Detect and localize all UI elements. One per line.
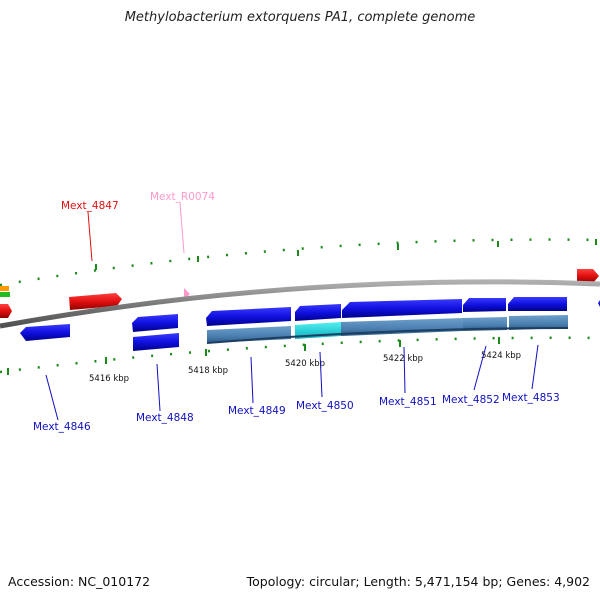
map-title: Methylobacterium extorquens PA1, complet… (124, 10, 476, 25)
gene-label-mext-4847[interactable]: Mext_4847 (61, 200, 119, 212)
kbp-label: 5422 kbp (383, 354, 423, 364)
gene-label-mext-4853[interactable]: Mext_4853 (502, 392, 560, 404)
gene-label-mext-r0074[interactable]: Mext_R0074 (150, 191, 215, 203)
gene-label-mext-4852[interactable]: Mext_4852 (442, 394, 500, 406)
inner-tick-track (0, 336, 600, 375)
gene-label-mext-4848[interactable]: Mext_4848 (136, 412, 194, 424)
gene-arrow-mext-4853[interactable] (508, 297, 567, 311)
gene-label-mext-4850[interactable]: Mext_4850 (296, 400, 354, 412)
cds-track (206, 315, 569, 344)
backbone-arc (0, 279, 600, 329)
bottom-strand-genes (20, 297, 600, 351)
accession-text: Accession: NC_010172 (8, 574, 151, 589)
outer-tick-track (0, 238, 600, 287)
genome-summary-text: Topology: circular; Length: 5,471,154 bp… (246, 574, 590, 589)
gene-arrow-mext-4848-b[interactable] (133, 333, 179, 351)
gene-arrow-mext-4846[interactable] (20, 324, 70, 341)
gene-arrow-mext-4852[interactable] (463, 298, 506, 312)
gene-arrow-right-edge[interactable] (577, 269, 599, 283)
gene-arrow-mext-4848-a[interactable] (132, 314, 178, 332)
gene-arrow-mext-4849[interactable] (206, 307, 291, 326)
label-group-top: Mext_4847 Mext_R0074 (61, 191, 215, 262)
gene-label-mext-4849[interactable]: Mext_4849 (228, 405, 286, 417)
kbp-label: 5424 kbp (481, 351, 521, 361)
gene-arrow-mext-4847[interactable] (69, 293, 122, 310)
gene-label-mext-4846[interactable]: Mext_4846 (33, 421, 91, 433)
gene-arrow-mext-4851[interactable] (342, 299, 462, 318)
kbp-label: 5420 kbp (285, 359, 325, 369)
left-edge-features (0, 286, 12, 318)
label-group-bottom: Mext_4846 Mext_4848 Mext_4849 Mext_4850 … (33, 344, 560, 433)
gene-label-mext-4851[interactable]: Mext_4851 (379, 396, 437, 408)
gene-arrow-mext-4850[interactable] (295, 304, 341, 321)
kbp-label: 5418 kbp (188, 366, 228, 376)
kbp-label: 5416 kbp (89, 374, 129, 384)
